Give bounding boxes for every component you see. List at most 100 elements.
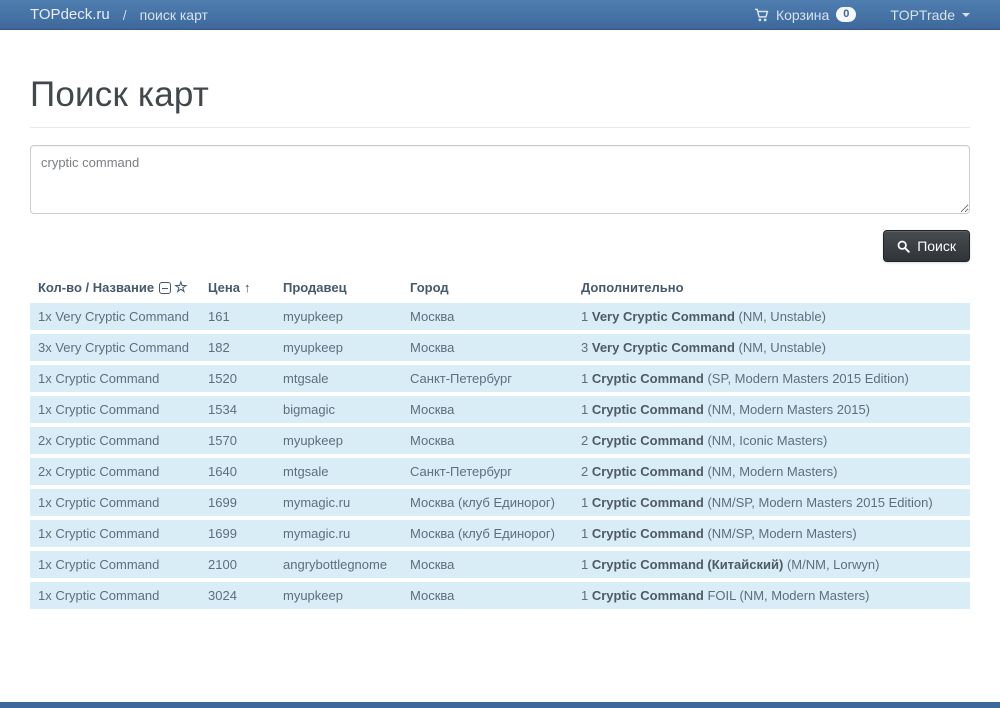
result-row[interactable]: 1x Cryptic Command 1520 mtgsale Санкт-Пе… [30,365,970,392]
cart-link[interactable]: Корзина 0 [754,6,857,23]
cell-qty-name: 1x Very Cryptic Command [30,303,208,330]
extra-count: 1 [581,588,589,603]
cell-qty-name: 1x Cryptic Command [30,489,208,516]
title-divider [30,127,970,128]
cell-city: Москва [410,582,581,609]
search-icon [897,240,910,253]
result-row[interactable]: 2x Cryptic Command 1640 mtgsale Санкт-Пе… [30,458,970,485]
cell-city: Москва [410,303,581,330]
extra-count: 1 [581,309,589,324]
result-row[interactable]: 1x Cryptic Command 1699 mymagic.ru Москв… [30,520,970,547]
result-row[interactable]: 1x Very Cryptic Command 161 myupkeep Мос… [30,303,970,330]
cell-qty-name: 1x Cryptic Command [30,520,208,547]
cell-city: Москва [410,334,581,361]
cell-city: Москва [410,427,581,454]
header-seller: Продавец [283,280,347,295]
cell-seller: mymagic.ru [283,520,410,547]
result-row[interactable]: 3x Very Cryptic Command 182 myupkeep Мос… [30,334,970,361]
result-row[interactable]: 1x Cryptic Command 1534 bigmagic Москва … [30,396,970,423]
search-button-row: Поиск [30,230,970,262]
result-row[interactable]: 2x Cryptic Command 1570 myupkeep Москва … [30,427,970,454]
cell-extra: 1 Cryptic Command (NM/SP, Modern Masters… [581,520,970,547]
cell-price: 1534 [208,396,283,423]
extra-count: 1 [581,402,589,417]
header-city: Город [410,280,449,295]
extra-card-name: Very Cryptic Command [591,340,735,355]
results-table: Кол-во / Название ☆ Цена ↑ Продавец Город … [30,274,970,613]
extra-note: (NM, Unstable) [738,340,826,355]
cell-extra: 2 Cryptic Command (NM, Iconic Masters) [581,427,970,454]
extra-card-name: Cryptic Command [591,371,704,386]
cell-seller: angrybottlegnome [283,551,410,578]
extra-count: 2 [581,464,589,479]
brand-link[interactable]: TOPdeck.ru [30,6,110,23]
search-button-label: Поиск [917,238,956,254]
cell-seller: mtgsale [283,365,410,392]
results-header-row: Кол-во / Название ☆ Цена ↑ Продавец Город … [30,278,970,299]
user-menu-dropdown[interactable]: TOPTrade [890,7,970,23]
cell-city: Санкт-Петербург [410,458,581,485]
cell-qty-name: 2x Cryptic Command [30,458,208,485]
caret-down-icon [962,12,970,17]
header-qty-name: Кол-во / Название ☆ [38,279,188,296]
extra-note: (NM/SP, Modern Masters) [707,526,857,541]
header-price-sort[interactable]: Цена ↑ [208,280,251,295]
extra-card-name: Cryptic Command [591,464,704,479]
sort-up-icon: ↑ [243,280,251,295]
minus-square-icon[interactable] [159,282,172,294]
cart-count-badge: 0 [836,7,857,22]
cell-extra: 2 Cryptic Command (NM, Modern Masters) [581,458,970,485]
cell-price: 1699 [208,520,283,547]
cart-icon [754,8,769,22]
result-row[interactable]: 1x Cryptic Command 1699 mymagic.ru Москв… [30,489,970,516]
extra-card-name: Very Cryptic Command [591,309,735,324]
cell-seller: myupkeep [283,427,410,454]
extra-count: 1 [581,495,589,510]
extra-note: (NM, Unstable) [738,309,826,324]
cell-extra: 1 Cryptic Command (NM/SP, Modern Masters… [581,489,970,516]
cell-price: 2100 [208,551,283,578]
header-name-icons: ☆ [159,279,188,296]
extra-card-name: Cryptic Command (Китайский) [591,557,784,572]
extra-count: 2 [581,433,589,448]
cell-qty-name: 1x Cryptic Command [30,551,208,578]
navbar-left: TOPdeck.ru / поиск карт [30,6,208,23]
cell-seller: mymagic.ru [283,489,410,516]
cell-city: Москва [410,551,581,578]
cell-price: 1520 [208,365,283,392]
cell-qty-name: 1x Cryptic Command [30,365,208,392]
search-input[interactable]: cryptic command [30,145,970,214]
cell-extra: 1 Cryptic Command FOIL (NM, Modern Maste… [581,582,970,609]
cell-qty-name: 1x Cryptic Command [30,396,208,423]
cell-seller: myupkeep [283,334,410,361]
result-row[interactable]: 1x Cryptic Command 3024 myupkeep Москва … [30,582,970,609]
cell-price: 1570 [208,427,283,454]
top-navbar: TOPdeck.ru / поиск карт Корзина 0 TOPTra… [0,0,1000,30]
cell-price: 182 [208,334,283,361]
cell-extra: 3 Very Cryptic Command (NM, Unstable) [581,334,970,361]
cart-label: Корзина [775,6,830,23]
star-icon[interactable]: ☆ [174,279,188,296]
extra-card-name: Cryptic Command [591,495,704,510]
cell-qty-name: 3x Very Cryptic Command [30,334,208,361]
extra-count: 3 [581,340,589,355]
search-button[interactable]: Поиск [883,230,970,262]
navbar-right: Корзина 0 TOPTrade [754,7,970,23]
extra-note: FOIL (NM, Modern Masters) [707,588,870,603]
extra-note: (NM, Modern Masters) [707,464,838,479]
cell-seller: myupkeep [283,303,410,330]
cell-city: Москва (клуб Единорог) [410,489,581,516]
cell-extra: 1 Cryptic Command (SP, Modern Masters 20… [581,365,970,392]
cell-price: 3024 [208,582,283,609]
page-title: Поиск карт [30,75,209,114]
result-row[interactable]: 1x Cryptic Command 2100 angrybottlegnome… [30,551,970,578]
cell-extra: 1 Very Cryptic Command (NM, Unstable) [581,303,970,330]
results-body: 1x Very Cryptic Command 161 myupkeep Мос… [30,303,970,609]
cell-city: Москва (клуб Единорог) [410,520,581,547]
cell-seller: bigmagic [283,396,410,423]
header-extra: Дополнительно [581,280,684,295]
cell-price: 1699 [208,489,283,516]
extra-note: (NM/SP, Modern Masters 2015 Edition) [707,495,933,510]
extra-count: 1 [581,526,589,541]
nav-link-card-search[interactable]: поиск карт [139,6,208,23]
